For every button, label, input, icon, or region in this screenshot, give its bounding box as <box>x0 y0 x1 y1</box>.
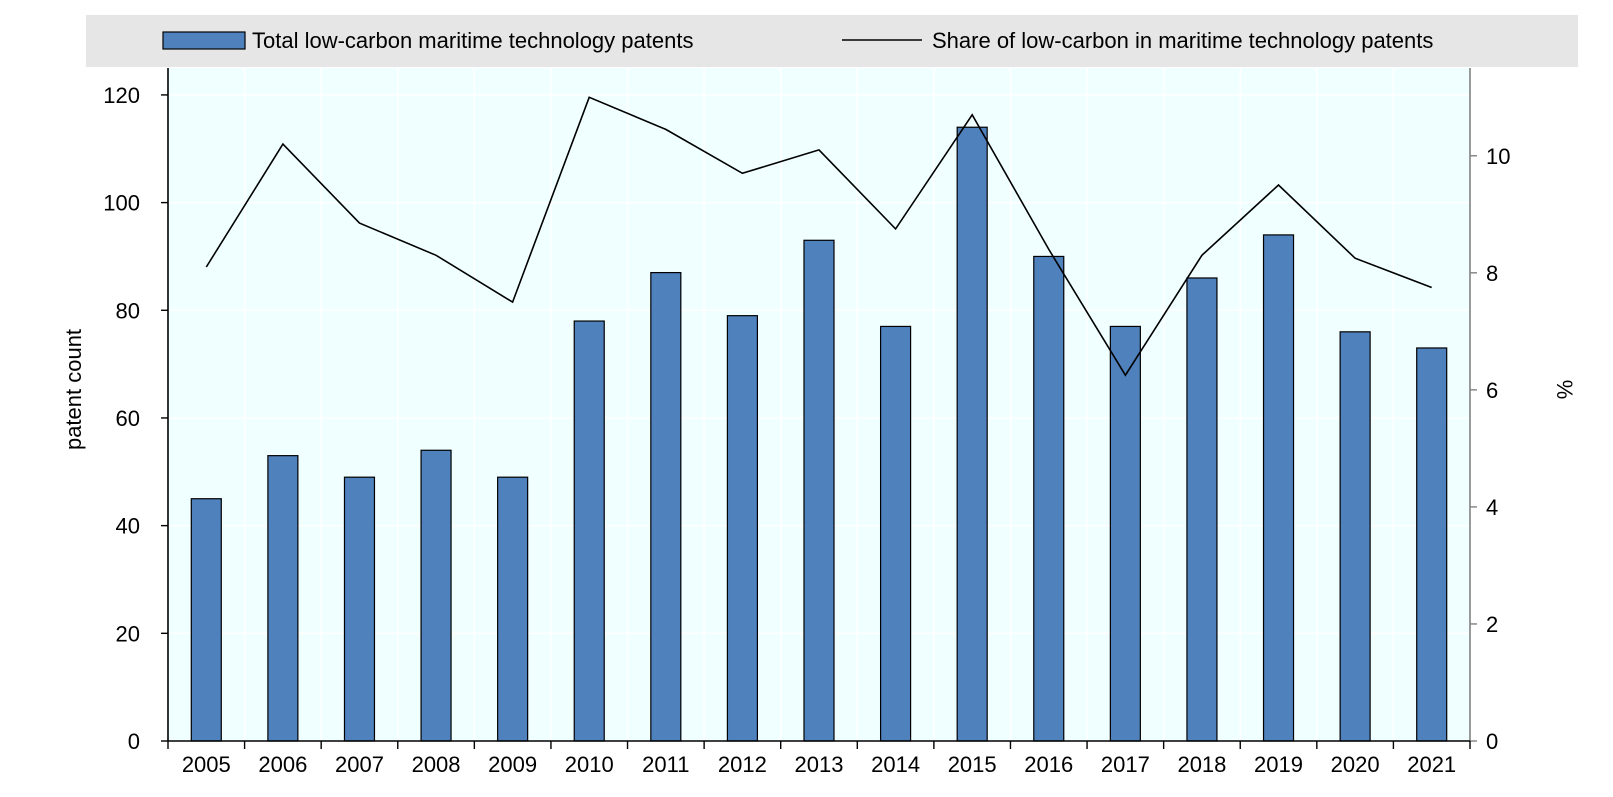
y2-axis-title: % <box>1552 380 1577 400</box>
y2-tick-label: 10 <box>1486 144 1510 169</box>
y-tick-label: 100 <box>103 191 140 216</box>
y-tick-label: 20 <box>116 621 140 646</box>
y-tick-label: 0 <box>128 729 140 754</box>
x-tick-label: 2017 <box>1101 752 1150 777</box>
legend-box <box>86 15 1578 67</box>
x-tick-label: 2013 <box>795 752 844 777</box>
x-tick-label: 2007 <box>335 752 384 777</box>
bar-2016 <box>1033 255 1065 742</box>
bar-2015 <box>956 126 988 742</box>
axes <box>167 68 1471 742</box>
bar-2005 <box>190 498 222 742</box>
bar-2021 <box>1416 347 1448 742</box>
bar-2008 <box>420 449 452 742</box>
bar-2010 <box>573 320 605 742</box>
legend-bar-label: Total low-carbon maritime technology pat… <box>252 28 693 53</box>
bar-2017 <box>1109 325 1141 742</box>
bar-series <box>190 126 1448 742</box>
x-tick-label: 2011 <box>642 752 689 777</box>
x-tick-label: 2016 <box>1024 752 1073 777</box>
bar-2006 <box>267 455 299 742</box>
x-tick-label: 2019 <box>1254 752 1303 777</box>
x-axis-ticks: 2005 2006 2007 2008 2009 2010 2011 2012 2013 2014… <box>167 741 1471 777</box>
bar-2011 <box>650 271 682 742</box>
x-tick-label: 2008 <box>412 752 461 777</box>
bar-2013 <box>803 239 835 742</box>
bar-2018 <box>1186 277 1218 742</box>
bar-2007 <box>343 476 376 742</box>
y2-tick-label: 8 <box>1486 261 1498 286</box>
x-tick-label: 2009 <box>488 752 537 777</box>
x-tick-label: 2005 <box>182 752 231 777</box>
y-tick-label: 80 <box>116 298 140 323</box>
x-tick-label: 2018 <box>1177 752 1226 777</box>
share-line <box>205 96 1432 377</box>
x-tick-label: 2021 <box>1407 752 1456 777</box>
y2-tick-label: 6 <box>1486 378 1498 403</box>
bar-2020 <box>1339 331 1371 742</box>
x-tick-label: 2015 <box>948 752 997 777</box>
y-tick-label: 40 <box>116 514 140 539</box>
x-tick-label: 2012 <box>718 752 767 777</box>
legend-bar-swatch <box>162 31 246 50</box>
x-tick-label: 2014 <box>871 752 920 777</box>
y2-tick-label: 4 <box>1486 495 1498 520</box>
y-axis-title: patent count <box>61 329 86 450</box>
x-tick-label: 2010 <box>565 752 614 777</box>
bar-2014 <box>879 325 912 742</box>
bar-2019 <box>1262 234 1295 742</box>
x-tick-label: 2020 <box>1331 752 1380 777</box>
bar-2012 <box>726 315 759 742</box>
y-tick-label: 60 <box>116 406 140 431</box>
y2-tick-label: 2 <box>1486 612 1498 637</box>
y-tick-label: 120 <box>103 83 140 108</box>
gridlines <box>168 68 1470 741</box>
y2-tick-label: 0 <box>1486 729 1498 754</box>
legend-line-label: Share of low-carbon in maritime technolo… <box>932 28 1433 53</box>
bar-2009 <box>497 476 529 742</box>
right-axis-ticks: 0 2 4 6 8 10 <box>1470 144 1510 754</box>
legend: Total low-carbon maritime technology pat… <box>162 28 1433 53</box>
x-tick-label: 2006 <box>258 752 307 777</box>
left-axis-ticks: 0 20 40 60 80 100 120 <box>103 83 168 754</box>
